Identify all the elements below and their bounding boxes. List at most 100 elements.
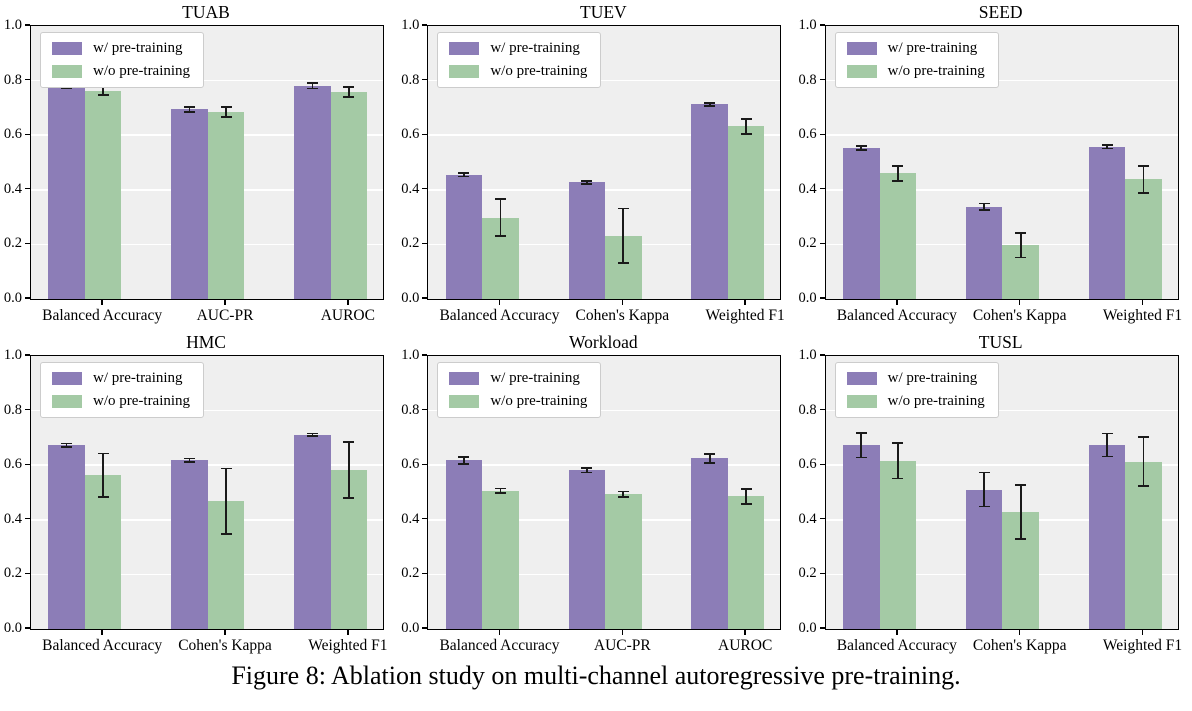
error-bar-cap bbox=[581, 466, 593, 469]
error-bar-line bbox=[1142, 437, 1145, 487]
y-tick-label: 1.0 bbox=[798, 346, 817, 363]
error-bar-cap bbox=[740, 133, 752, 135]
subplot-tuab: TUAB 0.0 0.2 0.4 0.6 0.8 1.0 Balanced Accuracy A… bbox=[0, 0, 397, 330]
y-tick-label: 0.4 bbox=[3, 510, 22, 527]
y-tick-label: 0.8 bbox=[798, 401, 817, 418]
x-tick bbox=[101, 629, 103, 635]
y-tick-label: 0.2 bbox=[3, 235, 22, 252]
error-bar-cap bbox=[855, 149, 867, 152]
error-bar-cap bbox=[1138, 192, 1149, 194]
y-tick bbox=[25, 24, 30, 26]
error-bar-cap bbox=[61, 446, 73, 449]
y-tick bbox=[819, 408, 825, 411]
figure-caption: Figure 8: Ablation study on multi-channe… bbox=[231, 661, 961, 690]
subplot-workload: Workload 0.0 0.2 0.4 0.6 0.8 1.0 Balanced Accur… bbox=[397, 330, 794, 660]
error-bar-cap bbox=[1101, 147, 1113, 150]
y-tick-label: 0.0 bbox=[3, 289, 22, 306]
bar-without-pretraining bbox=[330, 92, 368, 299]
bar-without-pretraining bbox=[482, 490, 519, 629]
y-tick bbox=[422, 572, 428, 575]
x-tick-label: Balanced Accuracy bbox=[439, 637, 560, 654]
y-tick bbox=[25, 627, 30, 629]
error-bar-cap bbox=[184, 457, 195, 460]
bar-with-pretraining bbox=[965, 206, 1003, 299]
error-bar-line bbox=[348, 442, 350, 498]
y-gridline bbox=[428, 134, 781, 136]
legend-swatch-without-pretraining bbox=[52, 395, 82, 408]
error-bar-cap bbox=[220, 105, 232, 108]
legend: w/ pre-training w/o pre-training bbox=[834, 32, 999, 88]
plot-area bbox=[30, 25, 384, 300]
x-tick-label: Balanced Accuracy bbox=[439, 307, 560, 324]
bar-without-pretraining bbox=[207, 111, 245, 299]
x-tick-label: Balanced Accuracy bbox=[836, 307, 957, 324]
legend-item: w/ pre-training bbox=[846, 371, 985, 386]
legend-label: w/o pre-training bbox=[887, 393, 985, 409]
legend: w/ pre-training w/o pre-training bbox=[437, 32, 602, 88]
error-bar-cap bbox=[704, 102, 716, 104]
y-tick bbox=[25, 297, 30, 299]
error-bar-cap bbox=[978, 209, 990, 211]
error-bar-cap bbox=[343, 96, 355, 98]
error-bar-cap bbox=[220, 533, 232, 535]
y-tick bbox=[819, 572, 825, 575]
x-tick bbox=[224, 299, 226, 305]
y-tick-label: 0.8 bbox=[401, 71, 420, 88]
bar-with-pretraining bbox=[843, 148, 880, 299]
x-tick-label: Weighted F1 bbox=[1102, 637, 1183, 654]
bar-without-pretraining bbox=[727, 496, 765, 629]
error-bar-cap bbox=[892, 164, 904, 167]
legend: w/ pre-training w/o pre-training bbox=[40, 362, 205, 418]
y-tick-label: 1.0 bbox=[401, 346, 420, 363]
y-gridline bbox=[825, 464, 1178, 466]
bar-with-pretraining bbox=[568, 182, 606, 299]
error-bar-line bbox=[65, 443, 68, 448]
y-tick-label: 0.4 bbox=[3, 180, 22, 197]
x-tick bbox=[224, 629, 226, 635]
error-bar-line bbox=[983, 203, 985, 211]
error-bar-cap bbox=[458, 175, 470, 178]
y-tick-label: 1.0 bbox=[3, 346, 22, 363]
error-bar-line bbox=[622, 491, 625, 497]
error-bar-line bbox=[1019, 485, 1022, 539]
x-tick bbox=[896, 299, 898, 305]
bar-with-pretraining bbox=[843, 445, 880, 629]
subplot-title: SEED bbox=[978, 2, 1023, 22]
x-tick bbox=[744, 299, 746, 305]
x-tick-label: Weighted F1 bbox=[1102, 307, 1183, 324]
error-bar-cap bbox=[184, 105, 195, 108]
subplot-tusl: TUSL 0.0 0.2 0.4 0.6 0.8 1.0 Balanced Accuracy C… bbox=[795, 330, 1192, 660]
legend-swatch-with-pretraining bbox=[449, 372, 480, 385]
x-tick-label: AUROC bbox=[320, 307, 375, 324]
error-bar-cap bbox=[581, 471, 593, 474]
bar-without-pretraining bbox=[84, 475, 122, 629]
x-tick bbox=[1141, 629, 1144, 635]
error-bar-cap bbox=[978, 471, 990, 474]
error-bar-cap bbox=[1101, 455, 1113, 458]
bar-with-pretraining bbox=[294, 434, 331, 629]
error-bar-line bbox=[1142, 165, 1145, 194]
y-tick-label: 0.4 bbox=[401, 510, 420, 527]
y-tick bbox=[422, 78, 428, 81]
error-bar-cap bbox=[306, 434, 318, 437]
legend-label: w/o pre-training bbox=[490, 63, 588, 79]
y-tick-label: 0.4 bbox=[798, 180, 817, 197]
y-tick bbox=[422, 133, 428, 135]
x-tick bbox=[347, 299, 349, 305]
y-tick bbox=[422, 463, 428, 465]
bar-without-pretraining bbox=[727, 126, 765, 299]
error-bar-line bbox=[225, 468, 227, 534]
error-bar-cap bbox=[494, 491, 506, 494]
error-bar-cap bbox=[1015, 537, 1027, 540]
y-tick bbox=[819, 297, 825, 299]
error-bar-cap bbox=[97, 452, 109, 455]
legend-swatch-with-pretraining bbox=[846, 372, 877, 385]
y-tick-label: 0.2 bbox=[401, 235, 420, 252]
legend: w/ pre-training w/o pre-training bbox=[834, 362, 999, 418]
subplot-seed: SEED 0.0 0.2 0.4 0.6 0.8 1.0 Balanced Accuracy C… bbox=[795, 0, 1192, 330]
error-bar-cap bbox=[1015, 484, 1027, 486]
error-bar-cap bbox=[220, 467, 232, 470]
error-bar-cap bbox=[97, 94, 109, 96]
error-bar-cap bbox=[617, 262, 629, 264]
